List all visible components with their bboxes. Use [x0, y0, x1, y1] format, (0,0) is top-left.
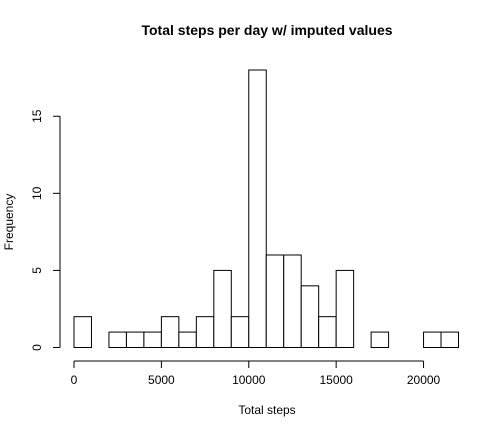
x-axis-label: Total steps: [238, 403, 295, 417]
x-tick-label: 5000: [148, 373, 175, 387]
histogram-bar: [318, 316, 337, 348]
histogram-bar: [248, 69, 267, 348]
y-axis: 0 5 10 15: [30, 109, 61, 351]
histogram-bar: [108, 331, 127, 349]
bars-group: [73, 69, 460, 349]
histogram-bar: [213, 269, 232, 348]
histogram-bar: [283, 254, 302, 348]
x-tick-label: 15000: [319, 373, 353, 387]
histogram-bar: [178, 331, 197, 349]
histogram-bar: [440, 331, 460, 349]
y-axis-label: Frequency: [2, 194, 16, 251]
y-tick-label: 10: [30, 186, 44, 200]
y-tick-label: 0: [30, 344, 44, 351]
chart-title: Total steps per day w/ imputed values: [141, 22, 392, 38]
x-tick-label: 10000: [232, 373, 266, 387]
histogram-bar: [195, 316, 215, 348]
x-tick-label: 20000: [407, 373, 441, 387]
x-tick-label: 0: [71, 373, 78, 387]
histogram-bar: [73, 316, 92, 348]
histogram-bar: [370, 331, 390, 349]
histogram-bar: [265, 254, 285, 348]
histogram-bar: [335, 269, 355, 348]
histogram-bar: [300, 285, 320, 349]
y-tick-label: 15: [30, 109, 44, 123]
histogram-bar: [143, 331, 162, 349]
histogram-bar: [160, 316, 180, 348]
y-tick-label: 5: [30, 267, 44, 274]
histogram-bar: [230, 316, 250, 348]
x-axis: 0 5000 10000 15000 20000: [71, 360, 441, 387]
histogram-bar: [423, 331, 442, 349]
histogram-bar: [125, 331, 145, 349]
